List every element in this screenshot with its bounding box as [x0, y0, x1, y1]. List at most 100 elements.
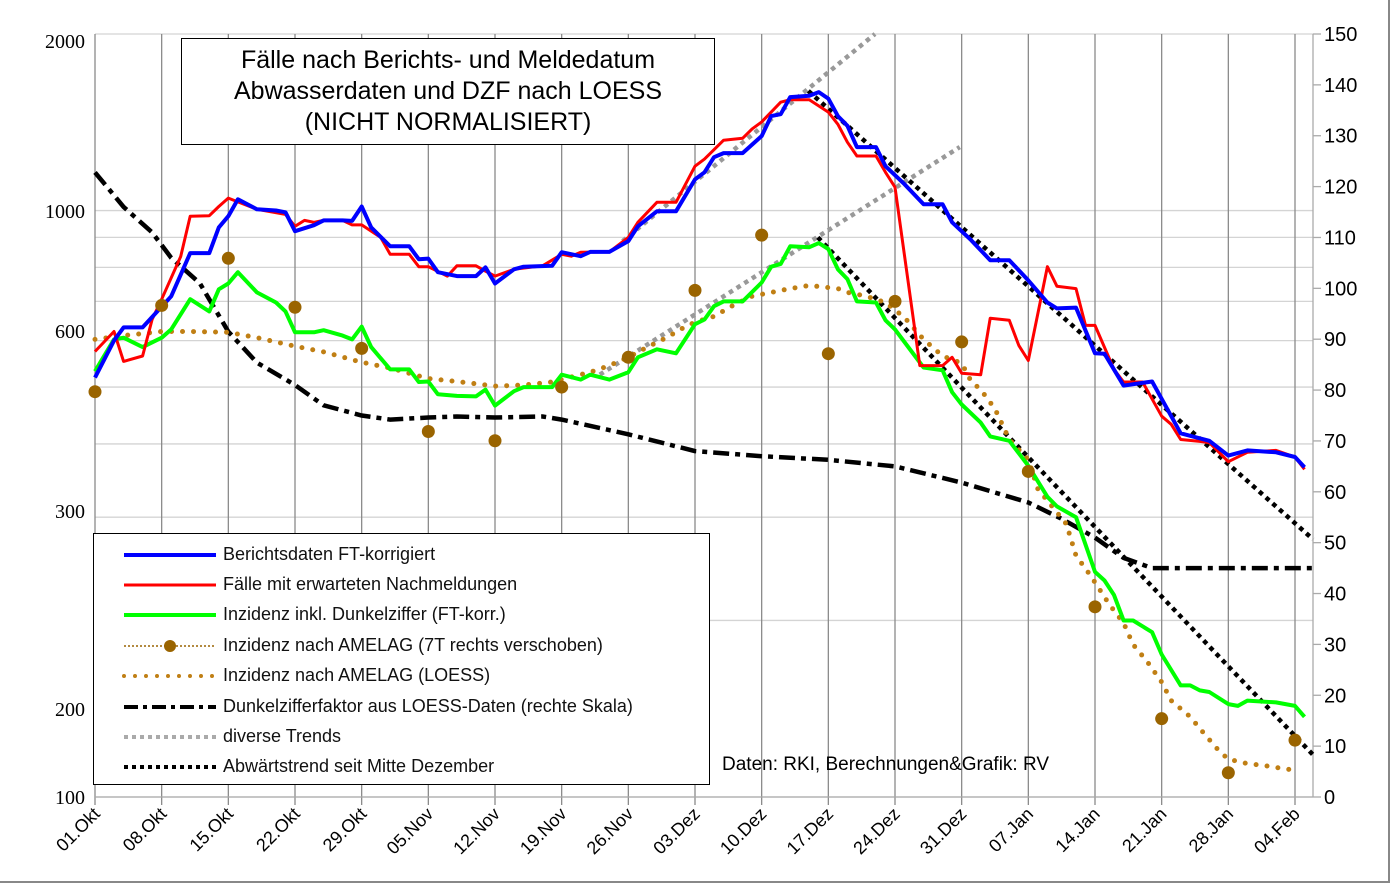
plot-series — [88, 32, 1315, 780]
data-point-inzidenz-nach-amelag-7t-rechts-verschoben — [955, 335, 969, 349]
legend-item-berichtsdaten: Berichtsdaten FT-korrigiert — [94, 539, 709, 569]
y-left-tick-label: 300 — [55, 501, 85, 523]
y-right-tick-label: 80 — [1324, 380, 1346, 402]
y-left-tick-label: 100 — [55, 787, 85, 809]
data-point-inzidenz-nach-amelag-7t-rechts-verschoben — [1088, 600, 1102, 614]
legend-item-trends: diverse Trends — [94, 721, 709, 751]
legend-label: Berichtsdaten FT-korrigiert — [223, 544, 436, 564]
y-right-tick-label: 60 — [1324, 482, 1346, 504]
series-line-berichtsdaten-ft-korrigiert — [93, 90, 1306, 469]
x-tick-label: 08.Okt — [119, 804, 171, 856]
legend-label: Inzidenz inkl. Dunkelziffer (FT-korr.) — [223, 604, 506, 624]
x-tick-label: 04.Feb — [1250, 804, 1304, 858]
x-tick-label: 24.Dez — [849, 804, 903, 858]
x-tick-label: 15.Okt — [186, 804, 238, 856]
data-point-inzidenz-nach-amelag-7t-rechts-verschoben — [88, 385, 102, 399]
x-tick-label: 21.Jan — [1118, 804, 1170, 856]
legend-item-amelag-points: Inzidenz nach AMELAG (7T rechts verschob… — [94, 630, 709, 660]
title-line-3: (NICHT NORMALISIERT) — [304, 108, 592, 136]
data-point-inzidenz-nach-amelag-7t-rechts-verschoben — [155, 298, 169, 312]
y-right-tick-label: 100 — [1324, 278, 1357, 300]
x-tick-label: 29.Okt — [319, 804, 371, 856]
y-right-tick-label: 90 — [1324, 329, 1346, 351]
x-tick-label: 12.Nov — [449, 804, 503, 858]
data-point-inzidenz-nach-amelag-7t-rechts-verschoben — [221, 251, 235, 265]
x-tick-label: 17.Dez — [783, 804, 837, 858]
data-point-inzidenz-nach-amelag-7t-rechts-verschoben — [621, 350, 635, 364]
y-right-tick-label: 50 — [1324, 533, 1346, 555]
data-point-inzidenz-nach-amelag-7t-rechts-verschoben — [821, 347, 835, 361]
trend-line-diverse-trends — [598, 145, 961, 377]
y-right-tick-label: 70 — [1324, 431, 1346, 453]
data-point-inzidenz-nach-amelag-7t-rechts-verschoben — [755, 228, 769, 242]
series-line-dunkelzifferfaktor-aus-loess-daten-rechte-skala — [93, 170, 1314, 571]
y-left-tick-label: 2000 — [45, 31, 85, 53]
legend: Berichtsdaten FT-korrigiert Fälle mit er… — [93, 533, 710, 785]
x-tick-label: 26.Nov — [583, 804, 637, 858]
y-right-tick-label: 140 — [1324, 75, 1357, 97]
y-right-tick-label: 20 — [1324, 685, 1346, 707]
data-point-inzidenz-nach-amelag-7t-rechts-verschoben — [1021, 464, 1035, 478]
legend-item-dzf: Dunkelzifferfaktor aus LOESS-Daten (rech… — [94, 691, 709, 721]
data-point-inzidenz-nach-amelag-7t-rechts-verschoben — [688, 283, 702, 297]
x-tick-label: 03.Dez — [649, 804, 703, 858]
legend-swatch-orange-dotted — [122, 674, 218, 678]
series-line-inzidenz-inkl-dunkelziffer-ft-korr — [93, 241, 1307, 719]
data-point-inzidenz-nach-amelag-7t-rechts-verschoben — [1221, 766, 1235, 780]
legend-swatch-dashdot — [124, 705, 216, 709]
legend-swatch-grey-dotted — [124, 735, 216, 739]
legend-label: Abwärtstrend seit Mitte Dezember — [223, 756, 495, 776]
y-left-tick-label: 600 — [55, 321, 85, 343]
series-line-f-lle-mit-erwarteten-nachmeldungen — [93, 98, 1306, 471]
legend-swatch-red-line — [124, 583, 216, 587]
legend-label: Inzidenz nach AMELAG (LOESS) — [223, 665, 491, 685]
legend-label: diverse Trends — [223, 726, 342, 746]
legend-swatch-amelag-marker — [124, 640, 216, 652]
legend-label: Fälle mit erwarteten Nachmeldungen — [223, 574, 518, 594]
y-left-tick-label: 200 — [55, 699, 85, 721]
data-point-inzidenz-nach-amelag-7t-rechts-verschoben — [488, 434, 502, 448]
trend-line-abw-rtstrend-seit-mitte-dezember — [816, 235, 1315, 757]
x-tick-label: 01.Okt — [52, 804, 104, 856]
x-tick-label: 10.Dez — [716, 804, 770, 858]
x-tick-label: 14.Jan — [1051, 804, 1103, 856]
data-point-inzidenz-nach-amelag-7t-rechts-verschoben — [355, 341, 369, 355]
legend-swatch-green-line — [124, 613, 216, 617]
legend-label: Inzidenz nach AMELAG (7T rechts verschob… — [223, 635, 603, 655]
legend-swatch-black-dotted — [124, 765, 216, 769]
axes — [95, 33, 1321, 798]
legend-item-abwaertstrend: Abwärtstrend seit Mitte Dezember — [94, 751, 709, 781]
legend-item-nachmeldungen: Fälle mit erwarteten Nachmeldungen — [94, 569, 709, 599]
title-line-2: Abwasserdaten und DZF nach LOESS — [233, 77, 662, 105]
y-right-tick-label: 150 — [1324, 24, 1357, 46]
legend-item-amelag-loess: Inzidenz nach AMELAG (LOESS) — [94, 660, 709, 690]
title-line-1: Fälle nach Berichts- und Meldedatum — [240, 46, 656, 74]
x-tick-label: 28.Jan — [1185, 804, 1237, 856]
x-tick-label: 05.Nov — [383, 804, 437, 858]
data-point-inzidenz-nach-amelag-7t-rechts-verschoben — [555, 380, 569, 394]
trend-line-diverse-trends — [621, 32, 877, 243]
series-line-inzidenz-nach-amelag-loess — [92, 282, 1298, 773]
x-tick-label: 19.Nov — [516, 804, 570, 858]
y-right-tick-label: 0 — [1324, 787, 1335, 809]
legend-swatch-blue-line — [124, 553, 216, 557]
data-point-inzidenz-nach-amelag-7t-rechts-verschoben — [1288, 733, 1302, 747]
y-right-tick-label: 130 — [1324, 126, 1357, 148]
y-right-tick-label: 30 — [1324, 634, 1346, 656]
y-left-tick-label: 1000 — [45, 201, 85, 223]
legend-label: Dunkelzifferfaktor aus LOESS-Daten (rech… — [223, 696, 633, 716]
x-tick-label: 31.Dez — [916, 804, 970, 858]
x-tick-label: 07.Jan — [985, 804, 1037, 856]
x-tick-label: 22.Okt — [252, 804, 304, 856]
chart-title: Fälle nach Berichts- und Meldedatum Abwa… — [181, 38, 715, 145]
data-credit: Daten: RKI, Berechnungen&Grafik: RV — [722, 754, 1050, 775]
y-right-tick-label: 120 — [1324, 177, 1357, 199]
legend-item-dunkelziffer-inzidenz: Inzidenz inkl. Dunkelziffer (FT-korr.) — [94, 599, 709, 629]
data-point-inzidenz-nach-amelag-7t-rechts-verschoben — [421, 424, 435, 438]
y-right-tick-label: 40 — [1324, 584, 1346, 606]
y-right-tick-label: 10 — [1324, 736, 1346, 758]
data-point-inzidenz-nach-amelag-7t-rechts-verschoben — [288, 300, 302, 314]
data-point-inzidenz-nach-amelag-7t-rechts-verschoben — [1155, 712, 1169, 726]
y-right-tick-label: 110 — [1324, 227, 1356, 249]
